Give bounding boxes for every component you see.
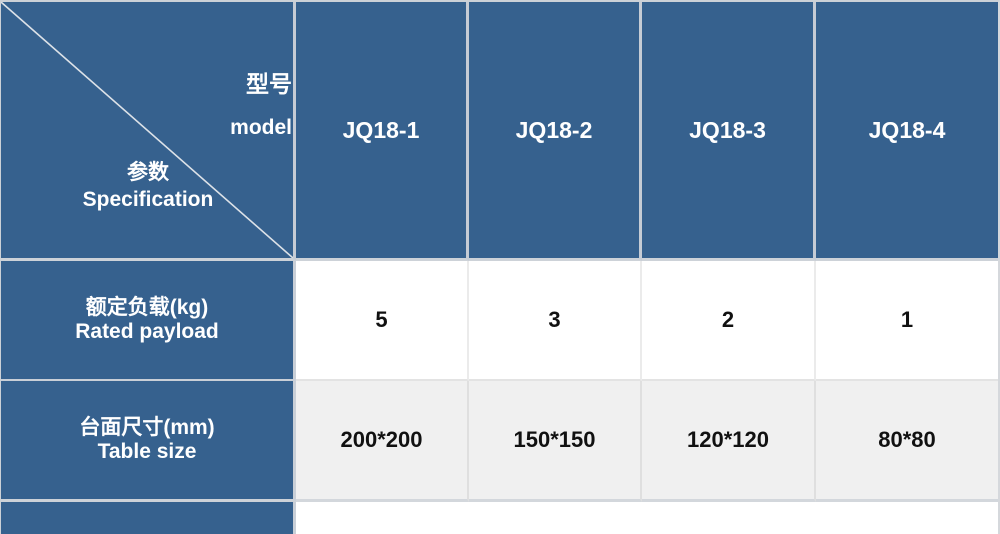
cell-rated-payload-jq18-1: 5 [296,261,469,381]
cell-rated-payload-jq18-4: 1 [816,261,998,381]
column-header-jq18-4: JQ18-4 [816,2,998,261]
row-label-table-size-cn: 台面尺寸(mm) [79,416,215,439]
column-header-jq18-1: JQ18-1 [296,2,469,261]
cell-rated-payload-jq18-3: 2 [642,261,816,381]
row-label-table-size: 台面尺寸(mm) Table size [1,381,296,502]
corner-header-cell: 型号 model 参数 Specification [1,2,296,261]
corner-label-spec-en: Specification [82,188,214,211]
cell-table-size-jq18-2: 150*150 [469,381,642,502]
row-label-rated-payload: 额定负载(kg) Rated payload [1,261,296,381]
row-label-table-size-en: Table size [97,440,197,463]
column-header-jq18-2: JQ18-2 [469,2,642,261]
row-label-rated-payload-cn: 额定负载(kg) [85,296,209,319]
corner-label-spec-cn: 参数 [127,161,169,184]
cell-table-size-jq18-1: 200*200 [296,381,469,502]
row-label-rated-payload-en: Rated payload [75,320,219,343]
column-header-jq18-3: JQ18-3 [642,2,816,261]
cell-table-size-jq18-4: 80*80 [816,381,998,502]
cell-rated-payload-jq18-2: 3 [469,261,642,381]
diagonal-divider-line [1,2,293,258]
partial-row-data-area [296,502,998,534]
corner-model-labels: 型号 model [230,71,292,139]
cell-table-size-jq18-3: 120*120 [642,381,816,502]
partial-row-label-cell [1,502,296,534]
corner-spec-labels: 参数 Specification [48,162,248,210]
corner-label-model-cn: 型号 [246,71,292,97]
corner-label-model-en: model [230,116,292,139]
